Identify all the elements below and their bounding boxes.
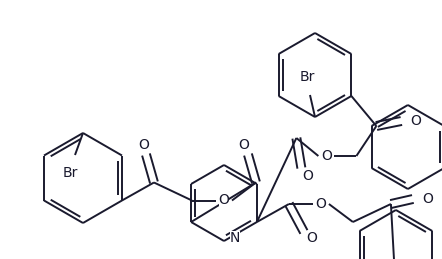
Text: O: O [321,149,332,163]
Text: O: O [410,114,421,128]
Text: Br: Br [62,166,78,180]
Text: O: O [239,138,249,152]
Text: Br: Br [299,70,315,84]
Text: N: N [230,231,240,245]
Text: O: O [302,169,313,183]
Text: O: O [422,192,433,206]
Text: O: O [138,138,149,152]
Text: O: O [316,197,326,211]
Text: O: O [306,231,317,245]
Text: O: O [218,193,229,207]
